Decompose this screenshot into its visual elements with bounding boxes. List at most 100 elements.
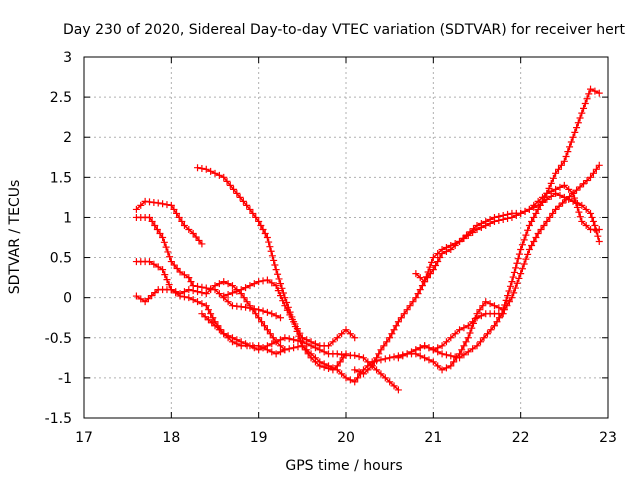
data-point xyxy=(342,326,350,334)
data-point xyxy=(198,310,206,318)
data-point xyxy=(595,161,603,169)
data-point xyxy=(520,236,528,244)
data-point xyxy=(434,362,442,370)
data-point xyxy=(215,290,223,298)
data-point xyxy=(215,326,223,334)
data-point xyxy=(178,217,186,225)
data-point xyxy=(383,338,391,346)
data-point xyxy=(524,250,532,258)
data-point xyxy=(286,311,294,319)
series-track-4 xyxy=(132,278,289,354)
data-point xyxy=(250,280,258,288)
data-point xyxy=(518,265,526,273)
data-point xyxy=(456,350,464,358)
data-point xyxy=(278,284,286,292)
data-point xyxy=(266,243,274,251)
data-point xyxy=(160,238,168,246)
data-point xyxy=(510,289,518,297)
data-point xyxy=(277,314,284,322)
data-point xyxy=(189,296,197,304)
data-point xyxy=(268,348,276,356)
data-point xyxy=(565,195,573,203)
data-point xyxy=(380,342,388,350)
data-point xyxy=(336,358,344,366)
data-point xyxy=(483,330,491,338)
y-axis-title: SDTVAR / TECUs xyxy=(7,180,23,295)
data-point xyxy=(198,165,206,173)
data-point xyxy=(487,326,495,334)
data-point xyxy=(296,329,304,337)
data-point xyxy=(288,315,296,323)
data-point xyxy=(272,338,280,346)
data-point xyxy=(237,286,245,294)
series-track-6 xyxy=(198,310,402,394)
data-point xyxy=(543,217,551,225)
data-point xyxy=(277,292,284,300)
data-point xyxy=(540,221,548,229)
data-series xyxy=(132,85,603,394)
series-line xyxy=(284,164,600,383)
data-point xyxy=(592,165,600,173)
data-point xyxy=(386,334,394,342)
data-point xyxy=(381,374,389,382)
data-point xyxy=(442,351,450,359)
data-point xyxy=(425,356,433,364)
data-point xyxy=(412,346,420,354)
series-track-8 xyxy=(281,161,603,386)
data-point xyxy=(490,302,498,310)
data-point xyxy=(394,318,402,326)
data-point xyxy=(228,282,236,290)
data-point xyxy=(447,246,455,254)
data-point xyxy=(583,177,591,185)
data-point xyxy=(438,350,446,358)
data-point xyxy=(215,280,223,288)
data-point xyxy=(525,205,533,213)
x-tick-label: 21 xyxy=(424,430,442,446)
data-point xyxy=(473,342,481,350)
data-point xyxy=(426,270,434,278)
data-point xyxy=(394,386,402,394)
data-point xyxy=(555,165,563,173)
data-point xyxy=(456,326,464,334)
data-point xyxy=(397,314,405,322)
data-point xyxy=(573,124,581,132)
data-point xyxy=(515,250,523,258)
data-point xyxy=(429,254,437,262)
data-point xyxy=(386,354,394,362)
data-point xyxy=(146,258,153,266)
data-point xyxy=(508,278,516,286)
data-point xyxy=(434,258,442,266)
data-point xyxy=(267,247,275,255)
data-point xyxy=(204,316,212,324)
y-tick-label: -1 xyxy=(58,371,72,387)
data-point xyxy=(283,306,291,314)
data-point xyxy=(528,217,536,225)
data-point xyxy=(566,143,574,151)
data-point xyxy=(338,351,346,359)
data-point xyxy=(132,292,140,300)
data-point xyxy=(517,270,525,278)
data-point xyxy=(451,330,459,338)
data-point xyxy=(220,173,228,181)
data-point xyxy=(390,382,398,390)
data-point xyxy=(259,277,267,285)
data-point xyxy=(255,278,263,286)
data-point xyxy=(271,261,279,269)
data-point xyxy=(148,292,156,300)
data-point xyxy=(588,213,596,221)
data-point xyxy=(325,362,333,370)
data-point xyxy=(495,212,503,220)
data-point xyxy=(268,310,276,318)
data-point xyxy=(351,366,359,374)
data-point xyxy=(148,217,156,225)
data-point xyxy=(351,351,359,359)
data-point xyxy=(320,360,328,368)
data-point xyxy=(268,252,276,260)
data-point xyxy=(220,278,228,286)
data-point xyxy=(294,343,302,351)
data-point xyxy=(159,266,167,274)
data-point xyxy=(595,89,603,97)
x-tick-label: 17 xyxy=(75,430,93,446)
data-point xyxy=(198,240,206,248)
